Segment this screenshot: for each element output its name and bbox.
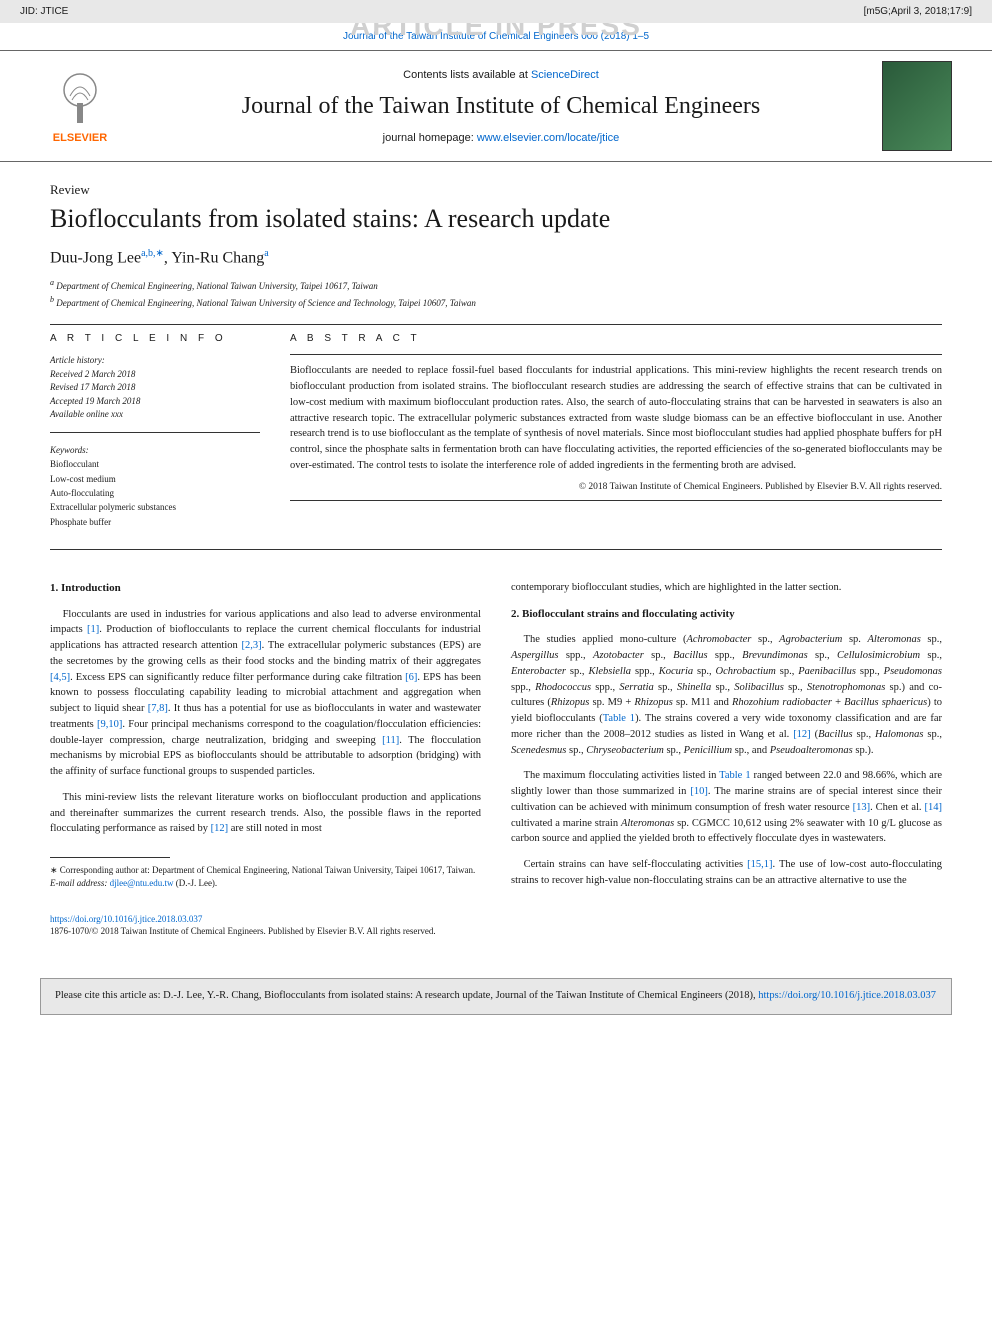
email-line: E-mail address: djlee@ntu.edu.tw (D.-J. …	[50, 877, 481, 890]
email-link[interactable]: djlee@ntu.edu.tw	[110, 878, 174, 888]
masthead-center: Contents lists available at ScienceDirec…	[140, 69, 862, 144]
author-1-sup: a,b,∗	[141, 248, 164, 259]
divider	[50, 324, 942, 325]
ref-15-1[interactable]: [15,1]	[747, 859, 772, 870]
divider	[290, 500, 942, 501]
review-label: Review	[50, 182, 942, 198]
cite-prefix: Please cite this article as: D.-J. Lee, …	[55, 990, 758, 1001]
keyword-4: Extracellular polymeric substances	[50, 500, 260, 514]
doi-link[interactable]: https://doi.org/10.1016/j.jtice.2018.03.…	[50, 914, 202, 924]
abstract-copyright: © 2018 Taiwan Institute of Chemical Engi…	[290, 482, 942, 492]
footnote-separator	[50, 857, 170, 858]
section-1-para-2: This mini-review lists the relevant lite…	[50, 790, 481, 837]
section-2-heading: 2. Bioflocculant strains and flocculatin…	[511, 606, 942, 623]
meta-label: [m5G;April 3, 2018;17:9]	[864, 6, 972, 17]
abstract-column: A B S T R A C T Bioflocculants are neede…	[290, 333, 942, 529]
ref-11[interactable]: [11]	[382, 735, 399, 746]
revised-date: Revised 17 March 2018	[50, 381, 260, 395]
elsevier-logo: ELSEVIER	[40, 61, 120, 151]
ref-10[interactable]: [10]	[690, 786, 708, 797]
cite-box: Please cite this article as: D.-J. Lee, …	[40, 978, 952, 1015]
jid-label: JID: JTICE	[20, 6, 68, 17]
journal-cover-thumbnail	[882, 61, 952, 151]
ref-7-8[interactable]: [7,8]	[148, 703, 168, 714]
section-1-heading: 1. Introduction	[50, 580, 481, 597]
doi-block: https://doi.org/10.1016/j.jtice.2018.03.…	[50, 913, 942, 938]
keyword-3: Auto-flocculating	[50, 486, 260, 500]
keywords-block: Keywords: Bioflocculant Low-cost medium …	[50, 443, 260, 529]
article-info: A R T I C L E I N F O Article history: R…	[50, 333, 260, 529]
history-label: Article history:	[50, 354, 260, 368]
sciencedirect-link[interactable]: ScienceDirect	[531, 69, 599, 81]
keyword-5: Phosphate buffer	[50, 515, 260, 529]
info-abstract-row: A R T I C L E I N F O Article history: R…	[50, 333, 942, 529]
body-columns: 1. Introduction Flocculants are used in …	[50, 580, 942, 899]
corresponding-author: ∗ Corresponding author at: Department of…	[50, 864, 481, 877]
ref-6[interactable]: [6]	[405, 672, 417, 683]
affiliation-a: Department of Chemical Engineering, Nati…	[56, 281, 378, 291]
doi-copyright: 1876-1070/© 2018 Taiwan Institute of Che…	[50, 926, 436, 936]
authors-line: Duu-Jong Leea,b,∗, Yin-Ru Changa	[50, 248, 942, 267]
homepage-prefix: journal homepage:	[383, 132, 477, 144]
left-column: 1. Introduction Flocculants are used in …	[50, 580, 481, 899]
ref-13[interactable]: [13]	[853, 802, 871, 813]
divider	[50, 549, 942, 550]
ref-4-5[interactable]: [4,5]	[50, 672, 70, 683]
masthead: ELSEVIER Contents lists available at Sci…	[0, 50, 992, 162]
online-date: Available online xxx	[50, 408, 260, 422]
section-2-para-1: The studies applied mono-culture (Achrom…	[511, 632, 942, 758]
abstract-heading: A B S T R A C T	[290, 333, 942, 344]
ref-12[interactable]: [12]	[211, 823, 229, 834]
received-date: Received 2 March 2018	[50, 368, 260, 382]
abstract-text: Bioflocculants are needed to replace fos…	[290, 363, 942, 473]
ref-14[interactable]: [14]	[925, 802, 943, 813]
ref-9-10[interactable]: [9,10]	[97, 719, 122, 730]
affiliation-b: Department of Chemical Engineering, Nati…	[56, 298, 476, 308]
paper-title: Bioflocculants from isolated stains: A r…	[50, 204, 942, 234]
section-2-para-3: Certain strains can have self-flocculati…	[511, 857, 942, 889]
contents-prefix: Contents lists available at	[403, 69, 531, 81]
cite-doi-link[interactable]: https://doi.org/10.1016/j.jtice.2018.03.…	[758, 990, 936, 1001]
elsevier-tree-icon	[50, 68, 110, 128]
ref-2-3[interactable]: [2,3]	[242, 640, 262, 651]
journal-title: Journal of the Taiwan Institute of Chemi…	[140, 93, 862, 120]
keyword-2: Low-cost medium	[50, 472, 260, 486]
section-1-para-1: Flocculants are used in industries for v…	[50, 607, 481, 780]
footnotes: ∗ Corresponding author at: Department of…	[50, 864, 481, 889]
section-1-continuation: contemporary bioflocculant studies, whic…	[511, 580, 942, 596]
keywords-label: Keywords:	[50, 443, 260, 457]
table-1-link-2[interactable]: Table 1	[719, 770, 750, 781]
author-2-name: Yin-Ru Chang	[171, 249, 264, 266]
author-2-sup: a	[264, 248, 268, 259]
right-column: contemporary bioflocculant studies, whic…	[511, 580, 942, 899]
contents-line: Contents lists available at ScienceDirec…	[140, 69, 862, 81]
ref-1[interactable]: [1]	[87, 624, 99, 635]
elsevier-label: ELSEVIER	[53, 132, 107, 144]
divider	[290, 354, 942, 355]
affiliations: a Department of Chemical Engineering, Na…	[50, 277, 942, 310]
header-strip: JID: JTICE [m5G;April 3, 2018;17:9]	[0, 0, 992, 23]
section-2-para-2: The maximum flocculating activities list…	[511, 768, 942, 847]
keyword-1: Bioflocculant	[50, 457, 260, 471]
accepted-date: Accepted 19 March 2018	[50, 395, 260, 409]
homepage-line: journal homepage: www.elsevier.com/locat…	[140, 132, 862, 144]
ref-12b[interactable]: [12]	[793, 729, 811, 740]
article-info-heading: A R T I C L E I N F O	[50, 333, 260, 344]
content-area: Review Bioflocculants from isolated stai…	[0, 162, 992, 958]
history-block: Article history: Received 2 March 2018 R…	[50, 354, 260, 433]
author-1-name: Duu-Jong Lee	[50, 249, 141, 266]
homepage-link[interactable]: www.elsevier.com/locate/jtice	[477, 132, 619, 144]
table-1-link[interactable]: Table 1	[603, 713, 635, 724]
